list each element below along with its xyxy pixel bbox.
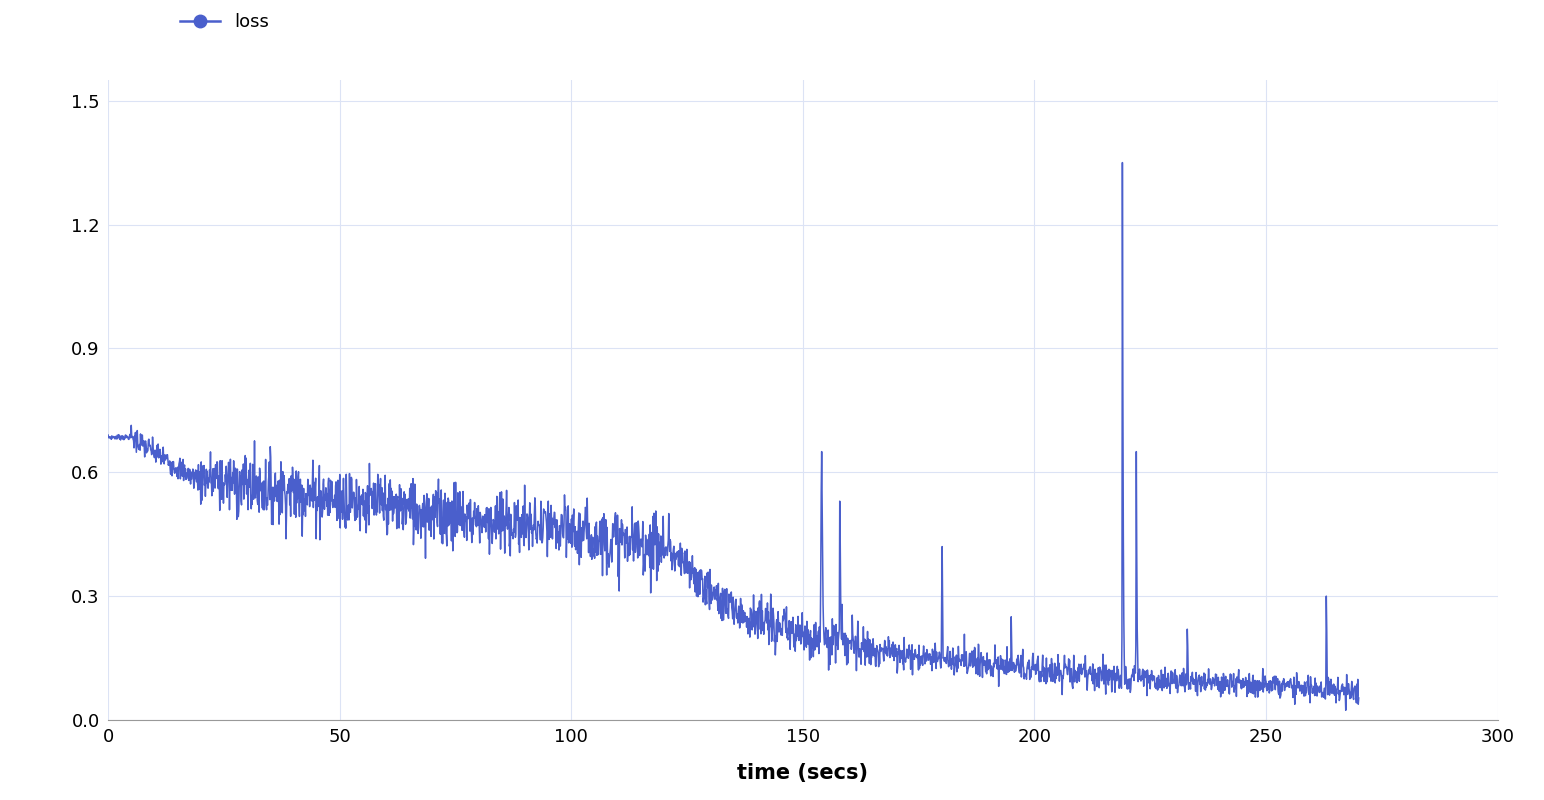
loss bbox=[554, 532, 573, 542]
loss bbox=[99, 430, 117, 440]
loss bbox=[423, 499, 442, 509]
loss bbox=[1113, 158, 1132, 167]
loss bbox=[942, 660, 960, 670]
loss bbox=[755, 618, 774, 627]
loss bbox=[1337, 706, 1356, 715]
X-axis label: time (secs): time (secs) bbox=[738, 763, 868, 783]
Legend: loss: loss bbox=[173, 6, 276, 38]
loss bbox=[1349, 693, 1368, 702]
loss bbox=[127, 447, 145, 457]
Line: loss: loss bbox=[108, 162, 1359, 710]
loss bbox=[168, 462, 187, 472]
